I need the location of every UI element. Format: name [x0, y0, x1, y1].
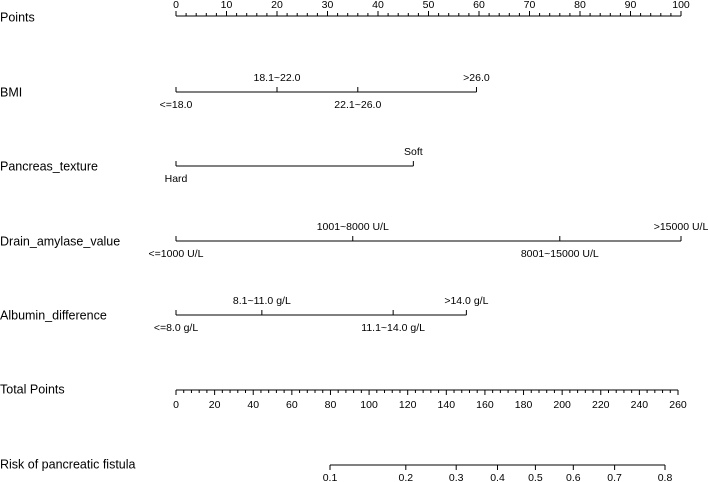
points-axis-label: Points: [0, 10, 35, 24]
level-label: >15000 U/L: [654, 221, 708, 233]
tick-label: 80: [325, 399, 337, 411]
tick-label: 0.6: [566, 472, 581, 482]
level-label: 11.1~14.0 g/L: [361, 322, 425, 334]
tick-label: 100: [360, 399, 378, 411]
tick-label: 90: [625, 0, 637, 11]
tick-label: 0: [173, 399, 179, 411]
tick-label: 120: [399, 399, 417, 411]
tick-label: 160: [476, 399, 494, 411]
tick-label: 0.7: [607, 472, 622, 482]
level-label: 8001~15000 U/L: [521, 248, 599, 260]
tick-label: 40: [372, 0, 384, 11]
tick-label: 140: [438, 399, 456, 411]
variable-name: Albumin_difference: [0, 308, 107, 322]
tick-label: 60: [286, 399, 298, 411]
tick-label: 0.1: [323, 472, 338, 482]
tick-label: 20: [271, 0, 283, 11]
level-label: 22.1~26.0: [334, 99, 381, 111]
tick-label: 40: [247, 399, 259, 411]
level-label: Soft: [404, 146, 423, 158]
tick-label: 200: [553, 399, 571, 411]
tick-label: 220: [592, 399, 610, 411]
tick-label: 260: [669, 399, 687, 411]
tick-label: 20: [209, 399, 221, 411]
tick-label: 0.2: [399, 472, 414, 482]
level-label: >14.0 g/L: [444, 295, 488, 307]
level-label: <=18.0: [160, 99, 193, 111]
tick-label: 0: [173, 0, 179, 11]
risk-label: Risk of pancreatic fistula: [0, 457, 136, 471]
tick-label: 70: [524, 0, 536, 11]
level-label: <=8.0 g/L: [154, 322, 199, 334]
tick-label: 0.5: [528, 472, 543, 482]
level-label: 8.1~11.0 g/L: [233, 295, 291, 307]
tick-label: 240: [631, 399, 649, 411]
level-label: 1001~8000 U/L: [317, 221, 389, 233]
tick-label: 30: [322, 0, 334, 11]
tick-label: 100: [672, 0, 690, 11]
variable-name: Pancreas_texture: [0, 159, 98, 173]
tick-label: 180: [515, 399, 533, 411]
tick-label: 0.4: [490, 472, 505, 482]
total-points-label: Total Points: [0, 382, 65, 396]
level-label: <=1000 U/L: [149, 248, 204, 260]
variable-name: Drain_amylase_value: [0, 234, 120, 248]
tick-label: 80: [574, 0, 586, 11]
level-label: Hard: [165, 173, 188, 185]
level-label: 18.1~22.0: [253, 72, 300, 84]
tick-label: 10: [221, 0, 233, 11]
tick-label: 50: [423, 0, 435, 11]
tick-label: 60: [473, 0, 485, 11]
variable-name: BMI: [0, 85, 22, 99]
level-label: >26.0: [463, 72, 490, 84]
tick-label: 0.3: [449, 472, 464, 482]
tick-label: 0.8: [658, 472, 673, 482]
